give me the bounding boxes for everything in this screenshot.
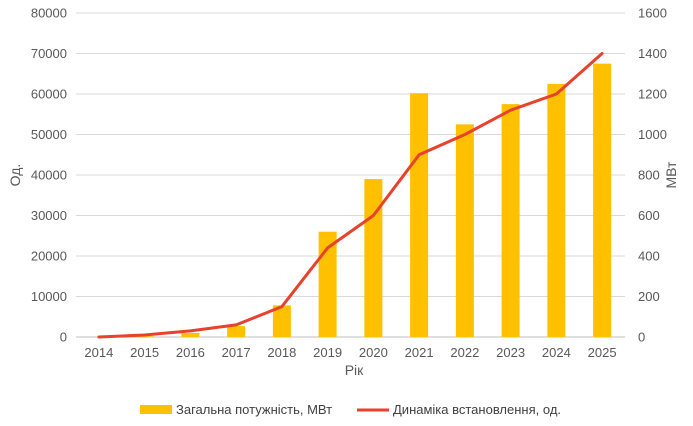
right-tick-label: 200	[638, 289, 660, 304]
right-axis-ticks: 0 200 400 600 800 1000 1200 1400 1600	[638, 6, 667, 345]
right-axis-title: МВт	[663, 161, 679, 189]
line-series	[97, 52, 604, 339]
bar	[364, 179, 383, 337]
legend-label-bar: Загальна потужність, МВт	[176, 402, 332, 417]
left-tick-label: 70000	[31, 46, 67, 61]
left-tick-label: 10000	[31, 289, 67, 304]
left-axis-title: Од.	[7, 164, 23, 187]
x-tick-label: 2020	[359, 345, 388, 360]
left-axis-ticks: 0 10000 20000 30000 40000 50000 60000 70000 8000…	[31, 6, 67, 345]
right-tick-label: 800	[638, 168, 660, 183]
x-tick-label: 2023	[496, 345, 525, 360]
left-tick-label: 30000	[31, 208, 67, 223]
bar	[318, 231, 337, 337]
x-tick-label: 2016	[176, 345, 205, 360]
right-tick-label: 400	[638, 249, 660, 264]
x-tick-label: 2017	[222, 345, 251, 360]
bar	[272, 305, 291, 337]
bar-series	[135, 63, 612, 337]
bar	[455, 124, 474, 337]
x-axis-ticks: 2014 2015 2016 2017 2018 2019 2020 2021 2022 2023…	[84, 345, 616, 360]
x-tick-label: 2019	[313, 345, 342, 360]
left-tick-label: 0	[60, 330, 67, 345]
right-tick-label: 1000	[638, 127, 667, 142]
x-axis-title: Рік	[345, 362, 364, 378]
x-tick-label: 2021	[405, 345, 434, 360]
x-tick-label: 2025	[588, 345, 617, 360]
bar	[547, 83, 566, 337]
legend: Загальна потужність, МВт Динаміка встано…	[140, 402, 561, 417]
bar	[410, 93, 429, 337]
right-tick-label: 1200	[638, 87, 667, 102]
x-tick-label: 2022	[450, 345, 479, 360]
bar	[181, 332, 200, 337]
right-tick-label: 1400	[638, 46, 667, 61]
x-tick-label: 2018	[267, 345, 296, 360]
left-tick-label: 60000	[31, 87, 67, 102]
bar	[501, 104, 520, 337]
bar	[227, 326, 246, 337]
bar	[135, 336, 154, 337]
right-tick-label: 1600	[638, 6, 667, 21]
x-tick-label: 2014	[84, 345, 113, 360]
left-tick-label: 20000	[31, 249, 67, 264]
left-tick-label: 80000	[31, 6, 67, 21]
left-tick-label: 50000	[31, 127, 67, 142]
legend-swatch-bar	[140, 405, 172, 414]
bar	[593, 63, 612, 337]
x-tick-label: 2024	[542, 345, 571, 360]
right-tick-label: 0	[638, 330, 645, 345]
series-line	[97, 52, 604, 339]
right-tick-label: 600	[638, 208, 660, 223]
legend-label-line: Динаміка встановлення, од.	[393, 402, 561, 417]
x-tick-label: 2015	[130, 345, 159, 360]
gridlines	[76, 12, 625, 338]
left-tick-label: 40000	[31, 168, 67, 183]
